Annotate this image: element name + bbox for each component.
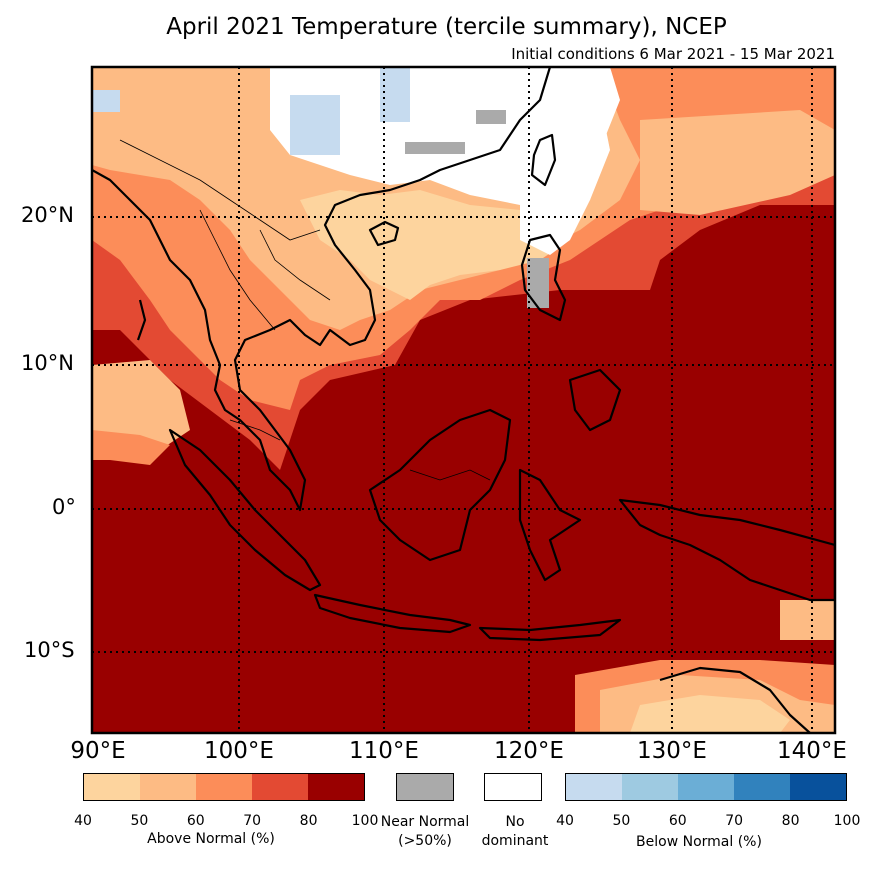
coast-sumatra <box>168 428 322 592</box>
lat-label-20n: 20°N <box>21 203 74 227</box>
coast-java <box>313 593 472 634</box>
lon-label-120e: 120°E <box>494 738 564 764</box>
above-swatch-2 <box>196 774 252 800</box>
map-subtitle: Initial conditions 6 Mar 2021 - 15 Mar 2… <box>511 45 835 63</box>
field-region-fdd49e-north <box>300 190 570 300</box>
field-region-fdbb84-se <box>780 600 835 640</box>
field-patch-near-1 <box>405 142 465 154</box>
below-ticks-label-0: 40 <box>556 813 574 829</box>
field-region-fdbb84-west <box>92 360 190 450</box>
legend-no-dominant-swatch <box>484 773 542 801</box>
below-ticks-label-3: 70 <box>725 813 744 829</box>
below-swatch-3 <box>734 774 790 800</box>
above-swatch-3 <box>252 774 308 800</box>
lon-label-100e: 100°E <box>204 738 274 764</box>
field-patch-below-1 <box>290 95 340 155</box>
lon-label-90e: 90°E <box>70 738 126 764</box>
below-ticks-label-5: 100 <box>833 813 861 829</box>
legend-above-colorbar <box>83 773 365 801</box>
coast-sulawesi <box>518 468 582 582</box>
coast-hainan <box>368 220 400 247</box>
coast-lesser-sunda <box>478 618 622 642</box>
coastlines <box>92 67 835 733</box>
above-ticks-label-4: 80 <box>299 813 318 829</box>
field-patch-near-3 <box>527 258 549 308</box>
below-ticks-label-4: 80 <box>781 813 800 829</box>
country-borders <box>119 139 491 481</box>
coast-taiwan <box>530 133 557 187</box>
below-swatch-0 <box>566 774 622 800</box>
map-title: April 2021 Temperature (tercile summary)… <box>166 14 727 40</box>
legend-near-normal-caption: Near Normal (>50%) <box>380 814 470 849</box>
coast-luzon <box>520 233 567 322</box>
below-swatch-2 <box>678 774 734 800</box>
lat-label-10n: 10°N <box>21 351 74 375</box>
coast-mindanao <box>568 368 622 432</box>
below-swatch-1 <box>622 774 678 800</box>
above-ticks-label-3: 70 <box>243 813 262 829</box>
lon-label-140e: 140°E <box>777 738 847 764</box>
above-swatch-4 <box>308 774 364 800</box>
field-region-fdbb84-ne <box>640 110 835 215</box>
field-patch-below-2 <box>380 67 410 122</box>
graticule <box>92 67 835 733</box>
legend-below-caption: Below Normal (%) <box>636 834 762 850</box>
legend-below-colorbar <box>565 773 847 801</box>
field-patch-below-3 <box>92 90 120 112</box>
legend-near-normal-swatch <box>396 773 454 801</box>
below-ticks-label-1: 50 <box>612 813 631 829</box>
coast-australia <box>659 666 811 733</box>
above-swatch-0 <box>84 774 140 800</box>
above-swatch-1 <box>140 774 196 800</box>
map-frame <box>90 65 837 735</box>
legend-above-caption: Above Normal (%) <box>147 831 275 847</box>
coast-sri-lanka-andaman <box>136 299 147 341</box>
field-patch-near-2 <box>476 110 506 124</box>
coast-new-guinea <box>618 498 835 602</box>
lon-label-130e: 130°E <box>637 738 707 764</box>
lat-label-0: 0° <box>52 495 76 519</box>
below-swatch-4 <box>790 774 846 800</box>
lat-label-10s: 10°S <box>24 638 75 662</box>
field-region-fdd49e-south <box>630 695 790 733</box>
lon-label-110e: 110°E <box>349 738 419 764</box>
coast-asia-mainland <box>92 67 552 512</box>
legend-no-dominant-caption: No dominant <box>481 814 549 849</box>
field-region-fc8d59-west <box>92 430 170 465</box>
below-ticks-label-2: 60 <box>668 813 687 829</box>
coast-borneo <box>368 408 512 562</box>
above-ticks-label-1: 50 <box>130 813 149 829</box>
above-ticks-label-5: 100 <box>351 813 379 829</box>
above-ticks-label-0: 40 <box>74 813 92 829</box>
above-ticks-label-2: 60 <box>186 813 205 829</box>
